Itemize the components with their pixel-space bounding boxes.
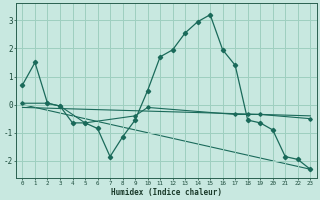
X-axis label: Humidex (Indice chaleur): Humidex (Indice chaleur) bbox=[111, 188, 222, 197]
